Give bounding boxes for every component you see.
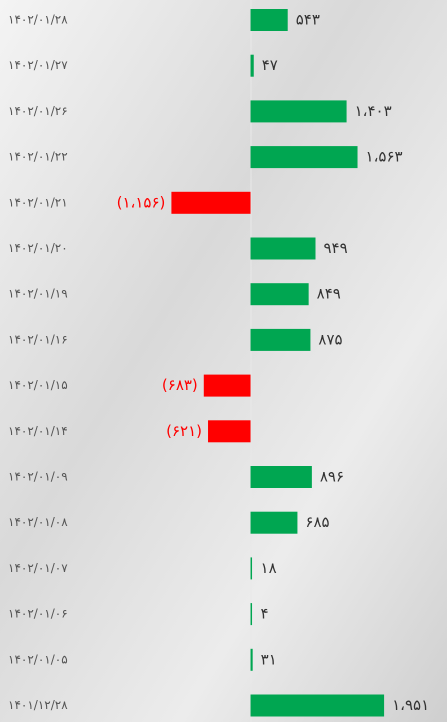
bar bbox=[251, 146, 358, 168]
bar bbox=[251, 329, 311, 351]
bar bbox=[251, 283, 309, 305]
category-label: ۱۴۰۲/۰۱/۱۵ bbox=[8, 378, 68, 392]
category-label: ۱۴۰۲/۰۱/۰۶ bbox=[8, 607, 68, 621]
category-label: ۱۴۰۲/۰۱/۰۵ bbox=[8, 652, 68, 666]
bar bbox=[171, 192, 250, 214]
category-label: ۱۴۰۲/۰۱/۱۶ bbox=[8, 332, 68, 346]
category-label: ۱۴۰۲/۰۱/۱۴ bbox=[8, 424, 68, 438]
bar bbox=[251, 55, 254, 77]
value-label: ۵۴۳ bbox=[296, 11, 320, 29]
value-label: ۴ bbox=[261, 605, 269, 623]
bar bbox=[251, 557, 253, 579]
value-label: ۱،۴۰۳ bbox=[355, 102, 392, 120]
value-label: ۸۹۶ bbox=[320, 468, 344, 486]
value-label: ۹۴۹ bbox=[324, 239, 348, 257]
value-label: ۱۸ bbox=[261, 559, 277, 577]
category-label: ۱۴۰۲/۰۱/۲۶ bbox=[8, 104, 68, 118]
category-label: ۱۴۰۲/۰۱/۱۹ bbox=[8, 287, 68, 301]
value-label: ۶۸۵ bbox=[305, 513, 329, 531]
category-label: ۱۴۰۲/۰۱/۰۹ bbox=[8, 470, 68, 484]
bar bbox=[251, 100, 347, 122]
bar bbox=[208, 420, 251, 442]
value-label: ۱،۵۶۳ bbox=[366, 148, 403, 166]
value-label: (۶۲۱) bbox=[166, 422, 202, 440]
bar bbox=[251, 466, 312, 488]
category-label: ۱۴۰۲/۰۱/۲۰ bbox=[8, 241, 68, 255]
chart: ۱۴۰۲/۰۱/۲۸ ۵۴۳ ۱۴۰۲/۰۱/۲۷ ۴۷ ۱۴۰۲/۰۱/۲۶ ۱،۴۰۳… bbox=[0, 0, 447, 722]
category-label: ۱۴۰۱/۱۲/۲۸ bbox=[8, 698, 68, 712]
value-label: ۸۷۵ bbox=[318, 330, 342, 348]
bar bbox=[251, 649, 253, 671]
category-label: ۱۴۰۲/۰۱/۲۷ bbox=[8, 58, 68, 72]
category-label: ۱۴۰۲/۰۱/۰۸ bbox=[8, 515, 68, 529]
value-label: ۸۴۹ bbox=[317, 285, 341, 303]
bar bbox=[251, 603, 253, 625]
bar bbox=[251, 9, 288, 31]
value-label: ۱،۹۵۱ bbox=[392, 696, 429, 714]
category-label: ۱۴۰۲/۰۱/۰۷ bbox=[8, 561, 68, 575]
category-label: ۱۴۰۲/۰۱/۲۲ bbox=[8, 150, 68, 164]
value-label: ۳۱ bbox=[261, 650, 277, 668]
category-label: ۱۴۰۲/۰۱/۲۱ bbox=[8, 195, 68, 209]
bar bbox=[251, 512, 298, 534]
category-label: ۱۴۰۲/۰۱/۲۸ bbox=[8, 13, 68, 27]
value-label: (۱،۱۵۶) bbox=[117, 193, 166, 211]
value-label: (۶۸۳) bbox=[162, 376, 198, 394]
bar bbox=[204, 375, 251, 397]
bar bbox=[251, 238, 316, 260]
bar bbox=[251, 695, 385, 717]
value-label: ۴۷ bbox=[262, 56, 278, 74]
